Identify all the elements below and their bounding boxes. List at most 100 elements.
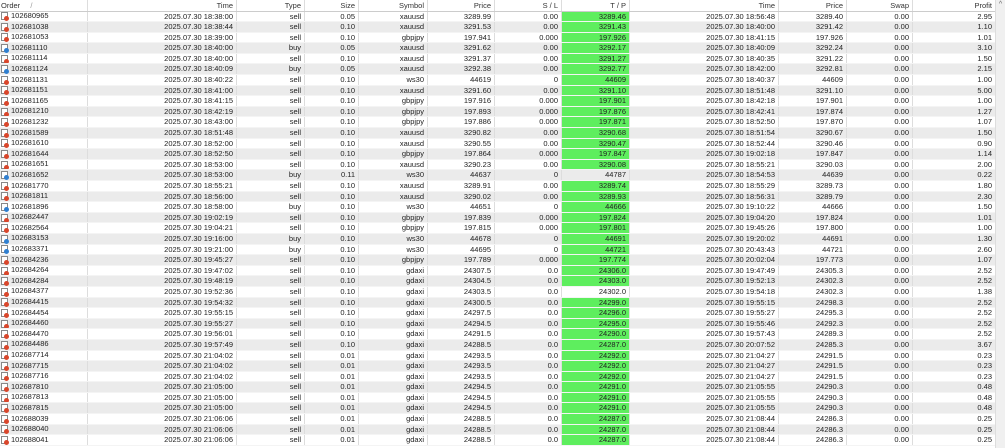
table-row[interactable]: 102681896 2025.07.30 18:58:00 buy 0.10 ws30 4…: [0, 202, 995, 213]
table-row[interactable]: 102688041 2025.07.30 21:06:06 sell 0.01 gdax…: [0, 435, 995, 446]
col-order[interactable]: Order /: [0, 0, 88, 11]
cell-size: 0.10: [305, 138, 359, 149]
table-row[interactable]: 102681114 2025.07.30 18:40:00 sell 0.10 xauu…: [0, 53, 995, 65]
table-row[interactable]: 102681124 2025.07.30 18:40:09 buy 0.05 xauus…: [0, 64, 995, 76]
table-row[interactable]: 102687716 2025.07.30 21:04:02 sell 0.01 gdax…: [0, 371, 995, 383]
cell-swap: 0.00: [847, 11, 913, 22]
cell-symbol: xauusd: [359, 138, 428, 149]
cell-size: 0.10: [305, 202, 359, 212]
table-row[interactable]: 102687813 2025.07.30 21:05:00 sell 0.01 gdax…: [0, 392, 995, 404]
cell-profit: 0.25: [977, 435, 992, 445]
cell-sl: 0.0: [495, 286, 562, 297]
table-row[interactable]: 102684236 2025.07.30 19:45:27 sell 0.10 gbpj…: [0, 255, 995, 266]
cell-price: 24304.5: [428, 276, 495, 286]
cell-size: 0.10: [305, 181, 359, 191]
cell-sl: 0.000: [495, 149, 562, 159]
col-tp[interactable]: T / P: [562, 0, 630, 11]
sell-order-icon: [1, 255, 9, 265]
cell-price: 44637: [428, 170, 495, 180]
table-row[interactable]: 102687815 2025.07.30 21:05:00 sell 0.01 gdax…: [0, 403, 995, 415]
table-row[interactable]: 102684486 2025.07.30 19:57:49 sell 0.10 gdax…: [0, 339, 995, 351]
table-row[interactable]: 102684415 2025.07.30 19:54:32 sell 0.10 gdax…: [0, 297, 995, 309]
cell-swap: 0.00: [847, 223, 913, 233]
cell-close-price: 3291.10: [779, 85, 847, 96]
col-profit[interactable]: Profit: [974, 1, 992, 10]
cell-close-price: 24302.3: [779, 286, 847, 297]
col-close-time[interactable]: Time: [630, 0, 779, 11]
order-id: 102681644: [11, 149, 49, 158]
table-row[interactable]: 102687714 2025.07.30 21:04:02 sell 0.01 gdax…: [0, 350, 995, 362]
order-id: 102681652: [11, 170, 49, 179]
col-swap[interactable]: Swap: [847, 0, 913, 11]
col-close-price[interactable]: Price: [779, 0, 847, 11]
col-size[interactable]: Size: [305, 0, 359, 11]
table-row[interactable]: 102684460 2025.07.30 19:55:27 sell 0.10 gdax…: [0, 318, 995, 330]
sell-order-icon: [1, 383, 9, 392]
cell-type: sell: [237, 350, 305, 361]
table-row[interactable]: 102681165 2025.07.30 18:41:15 sell 0.10 gbpj…: [0, 96, 995, 107]
table-row[interactable]: 102683153 2025.07.30 19:16:00 buy 0.10 ws30 4…: [0, 233, 995, 245]
col-type[interactable]: Type: [237, 0, 305, 11]
col-time[interactable]: Time: [88, 0, 237, 11]
table-row[interactable]: 102687715 2025.07.30 21:04:02 sell 0.01 gdax…: [0, 361, 995, 372]
col-sl[interactable]: S / L: [495, 0, 562, 11]
cell-price: 3291.60: [428, 85, 495, 96]
table-row[interactable]: 102684470 2025.07.30 19:56:01 sell 0.10 gdax…: [0, 329, 995, 340]
cell-close-time: 2025.07.30 19:45:26: [630, 223, 779, 233]
table-row[interactable]: 102683371 2025.07.30 19:21:00 buy 0.10 ws30 4…: [0, 244, 995, 256]
cell-profit: 1.50: [977, 128, 992, 138]
table-row[interactable]: 102681770 2025.07.30 18:55:21 sell 0.10 xauu…: [0, 181, 995, 192]
table-row[interactable]: 102681651 2025.07.30 18:53:00 sell 0.10 xauu…: [0, 159, 995, 171]
cell-sl: 0: [495, 75, 562, 85]
cell-sl: 0.0: [495, 371, 562, 382]
cell-symbol: gbpjpy: [359, 32, 428, 43]
order-id: 102683371: [11, 244, 49, 254]
cell-order: 102681644: [0, 149, 88, 159]
cell-size: 0.10: [305, 244, 359, 255]
cell-time: 2025.07.30 18:53:00: [88, 159, 237, 170]
table-row[interactable]: 102682564 2025.07.30 19:04:21 sell 0.10 gbpj…: [0, 223, 995, 234]
table-row[interactable]: 102684454 2025.07.30 19:55:15 sell 0.10 gdax…: [0, 308, 995, 319]
cell-order: 102682447: [0, 212, 88, 223]
table-row[interactable]: 102681110 2025.07.30 18:40:00 buy 0.05 xauus…: [0, 43, 995, 54]
table-row[interactable]: 102684284 2025.07.30 19:48:19 sell 0.10 gdax…: [0, 276, 995, 287]
cell-symbol: gdaxi: [359, 414, 428, 424]
cell-symbol: gdaxi: [359, 265, 428, 276]
table-row[interactable]: 102680965 2025.07.30 18:38:00 sell 0.05 xauu…: [0, 11, 995, 23]
cell-price: 24293.5: [428, 361, 495, 371]
table-row[interactable]: 102688040 2025.07.30 21:06:06 sell 0.01 gdax…: [0, 424, 995, 436]
col-symbol[interactable]: Symbol: [359, 0, 428, 11]
cell-swap: 0.00: [847, 64, 913, 75]
buy-order-icon: [1, 171, 9, 180]
table-row[interactable]: 102681652 2025.07.30 18:53:00 buy 0.11 ws30 4…: [0, 170, 995, 181]
sell-order-icon: [1, 181, 9, 191]
table-row[interactable]: 102684377 2025.07.30 19:52:36 sell 0.10 gdax…: [0, 286, 995, 298]
cell-sl: 0.0: [495, 414, 562, 424]
table-row[interactable]: 102681053 2025.07.30 18:39:00 sell 0.10 gbpj…: [0, 32, 995, 44]
table-row[interactable]: 102681151 2025.07.30 18:41:00 sell 0.10 xauu…: [0, 85, 995, 97]
vertical-scrollbar[interactable]: ^: [995, 0, 1005, 448]
table-row[interactable]: 102687810 2025.07.30 21:05:00 sell 0.01 gdax…: [0, 382, 995, 393]
cell-order: 102687813: [0, 392, 88, 403]
table-row[interactable]: 102681811 2025.07.30 18:56:00 sell 0.10 xauu…: [0, 191, 995, 203]
table-row[interactable]: 102681644 2025.07.30 18:52:50 sell 0.10 gbpj…: [0, 149, 995, 160]
cell-close-price: 24302.3: [779, 276, 847, 286]
col-price[interactable]: Price: [428, 0, 495, 11]
cell-sl: 0.000: [495, 106, 562, 117]
table-row[interactable]: 102681038 2025.07.30 18:38:44 sell 0.10 xauu…: [0, 22, 995, 33]
cell-profit: 2.60: [977, 244, 992, 254]
cell-swap: 0.00: [847, 53, 913, 64]
cell-swap: 0.00: [847, 265, 913, 276]
table-row[interactable]: 102681210 2025.07.30 18:42:19 sell 0.10 gbpj…: [0, 106, 995, 118]
table-row[interactable]: 102681610 2025.07.30 18:52:00 sell 0.10 xauu…: [0, 138, 995, 150]
scroll-up-icon[interactable]: ^: [998, 1, 1003, 8]
table-row[interactable]: 102681131 2025.07.30 18:40:22 sell 0.10 ws30…: [0, 75, 995, 86]
table-row[interactable]: 102681232 2025.07.30 18:43:00 sell 0.10 gbpj…: [0, 117, 995, 129]
cell-symbol: ws30: [359, 202, 428, 212]
table-row[interactable]: 102681589 2025.07.30 18:51:48 sell 0.10 xauu…: [0, 128, 995, 139]
table-row[interactable]: 102682447 2025.07.30 19:02:19 sell 0.10 gbpj…: [0, 212, 995, 224]
cell-close-price: 44666: [779, 202, 847, 212]
table-row[interactable]: 102684264 2025.07.30 19:47:02 sell 0.10 gdax…: [0, 265, 995, 277]
table-row[interactable]: 102688039 2025.07.30 21:06:06 sell 0.01 gdax…: [0, 414, 995, 425]
table-body: 102680965 2025.07.30 18:38:00 sell 0.05 xauu…: [0, 11, 995, 446]
